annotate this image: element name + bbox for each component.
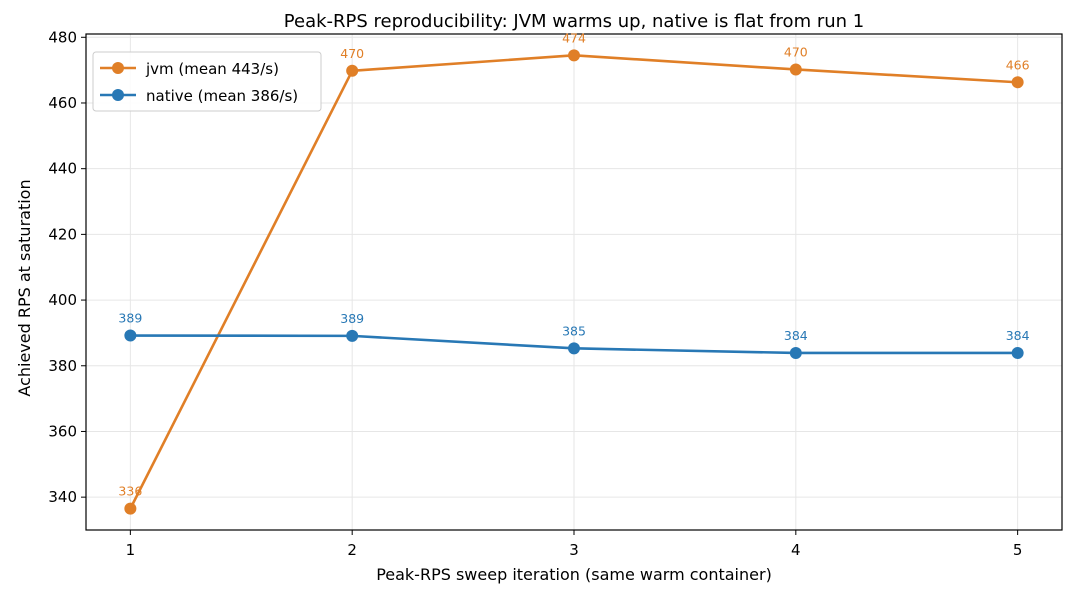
y-tick-label: 460	[48, 94, 77, 112]
legend: jvm (mean 443/s) native (mean 386/s)	[92, 51, 322, 112]
x-tick-label: 4	[791, 541, 801, 559]
data-point-native	[789, 346, 802, 359]
legend-label-native: native (mean 386/s)	[146, 87, 298, 105]
x-axis-label: Peak-RPS sweep iteration (same warm cont…	[376, 565, 772, 584]
legend-box	[92, 51, 322, 112]
data-point-jvm	[124, 502, 137, 515]
data-label-native: 385	[562, 323, 586, 338]
data-point-jvm	[346, 64, 359, 77]
data-label-jvm: 470	[340, 46, 364, 61]
data-label-native: 389	[340, 311, 364, 326]
data-label-jvm: 474	[562, 30, 586, 45]
data-label-jvm: 470	[784, 44, 808, 59]
data-point-jvm	[789, 63, 802, 76]
x-tick-label: 1	[126, 541, 136, 559]
y-tick-label: 400	[48, 291, 77, 309]
legend-label-jvm: jvm (mean 443/s)	[145, 60, 279, 78]
x-tick-label: 2	[347, 541, 357, 559]
y-tick-label: 420	[48, 225, 77, 243]
x-tick-label: 3	[569, 541, 579, 559]
data-label-native: 384	[784, 328, 808, 343]
data-point-native	[124, 329, 137, 342]
data-label-native: 389	[118, 311, 142, 326]
tick-layer: 340 360 380 400 420 440 460 480 1 2 3 4 5	[48, 28, 1022, 559]
data-point-native	[1011, 346, 1024, 359]
data-label-jvm: 336	[118, 484, 142, 499]
data-label-native: 384	[1006, 328, 1030, 343]
data-point-native	[346, 329, 359, 342]
grid-layer	[86, 34, 1062, 530]
y-tick-label: 440	[48, 160, 77, 178]
y-axis-label: Achieved RPS at saturation	[15, 179, 34, 396]
y-tick-label: 340	[48, 488, 77, 506]
chart-title: Peak-RPS reproducibility: JVM warms up, …	[284, 11, 864, 32]
y-tick-label: 480	[48, 28, 77, 46]
x-tick-label: 5	[1013, 541, 1023, 559]
y-tick-label: 380	[48, 357, 77, 375]
series-layer: 336 470 474 470 466 389 389 385 384 384	[118, 30, 1030, 515]
data-point-jvm	[568, 49, 580, 62]
legend-marker-jvm	[112, 62, 124, 74]
data-label-jvm: 466	[1006, 57, 1030, 72]
legend-marker-native	[112, 89, 124, 101]
data-point-native	[568, 342, 580, 355]
data-point-jvm	[1011, 76, 1024, 89]
y-tick-label: 360	[48, 422, 77, 440]
